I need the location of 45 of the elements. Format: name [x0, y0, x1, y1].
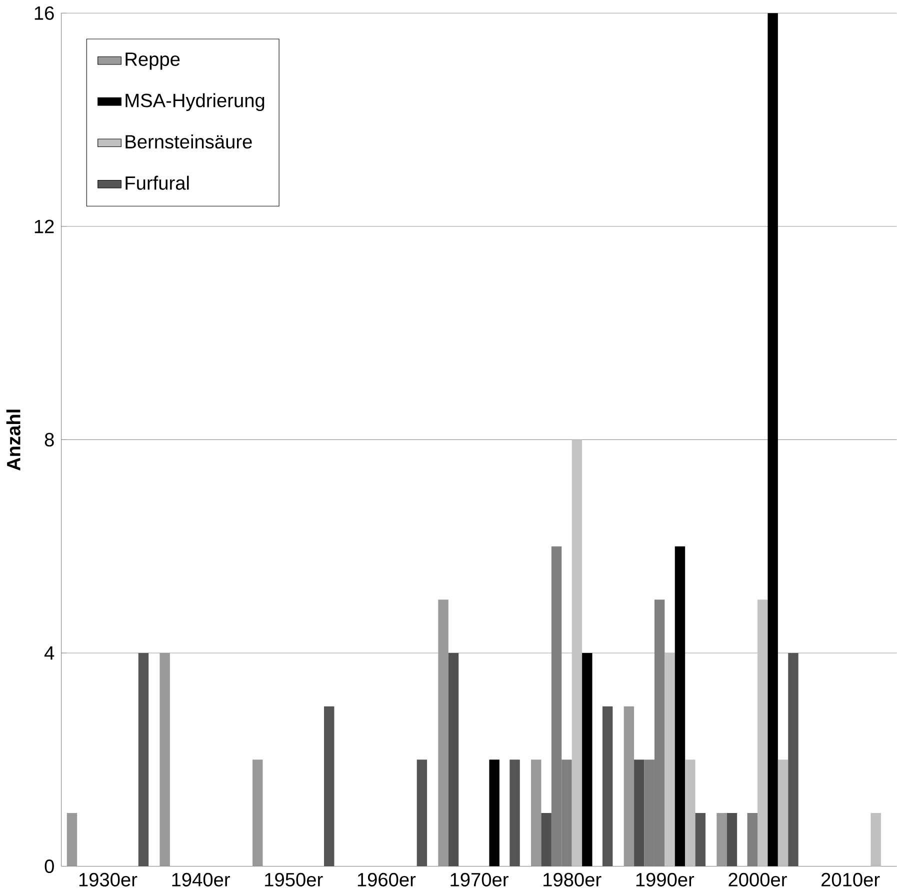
bar [768, 13, 778, 866]
bar [324, 706, 334, 866]
bar [664, 653, 675, 866]
y-tick-label: 16 [34, 6, 54, 20]
y-tick-label: 0 [44, 860, 54, 874]
x-tick-label: 1930er [79, 872, 138, 887]
x-tick-label: 2000er [728, 872, 787, 887]
bar [66, 813, 78, 866]
bar [252, 760, 263, 866]
x-tick-label: 1940er [172, 872, 230, 887]
bar [870, 813, 881, 866]
y-tick-label: 12 [34, 220, 54, 234]
bar [757, 600, 768, 866]
bar [448, 653, 459, 866]
x-tick-label: 1960er [358, 872, 416, 887]
bar [716, 813, 727, 866]
y-tick-label: 8 [44, 433, 54, 447]
x-tick-label: 1970er [450, 872, 508, 887]
bar [634, 760, 644, 866]
bar [695, 813, 706, 866]
bar [572, 440, 582, 866]
legend-label: MSA-Hydrierung [126, 93, 264, 112]
bar [582, 653, 592, 866]
bar [624, 706, 634, 866]
bar [531, 760, 542, 866]
x-tick-label: 2010er [822, 872, 880, 887]
bar [541, 813, 552, 866]
bar [788, 653, 798, 866]
x-tick-label: 1950er [265, 872, 323, 887]
bar [726, 813, 738, 866]
bar [778, 760, 788, 866]
y-tick-label: 4 [44, 646, 54, 660]
bar [138, 653, 149, 866]
legend-label: Reppe [126, 52, 180, 70]
bar [674, 546, 686, 866]
legend-label: Furfural [126, 176, 189, 190]
bar [489, 760, 500, 866]
bar [685, 760, 696, 866]
y-axis-title: Anzahl [6, 410, 20, 471]
x-tick-label: 1990er [636, 872, 694, 887]
x-tick-label: 1980er [544, 872, 602, 887]
legend-label: Bernsteinsäure [126, 134, 252, 149]
bar [510, 760, 520, 866]
bar [416, 760, 428, 866]
bar [602, 706, 613, 866]
